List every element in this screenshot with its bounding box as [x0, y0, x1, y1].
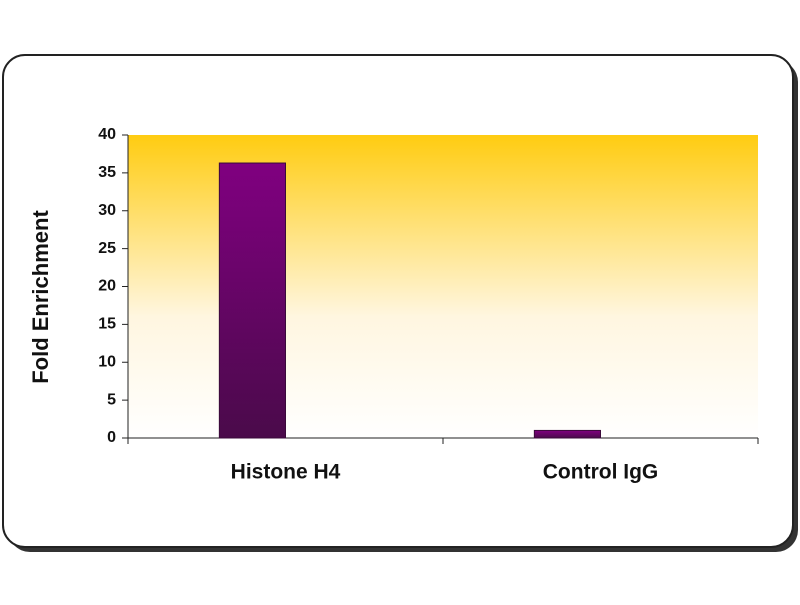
y-tick-label: 40	[98, 126, 116, 143]
y-axis-title: Fold Enrichment	[28, 210, 53, 384]
x-tick-label: Control IgG	[543, 461, 658, 484]
y-tick-label: 10	[98, 353, 116, 370]
y-tick-label: 30	[98, 202, 116, 219]
y-tick-label: 0	[107, 429, 116, 446]
y-tick-label: 20	[98, 278, 116, 295]
bar	[533, 429, 601, 439]
y-tick-label: 15	[98, 316, 116, 333]
y-tick-label: 35	[98, 164, 116, 181]
x-tick-label: Histone H4	[231, 461, 341, 484]
bar	[218, 162, 287, 439]
y-tick-label: 25	[98, 240, 116, 257]
y-tick-label: 5	[107, 391, 116, 408]
